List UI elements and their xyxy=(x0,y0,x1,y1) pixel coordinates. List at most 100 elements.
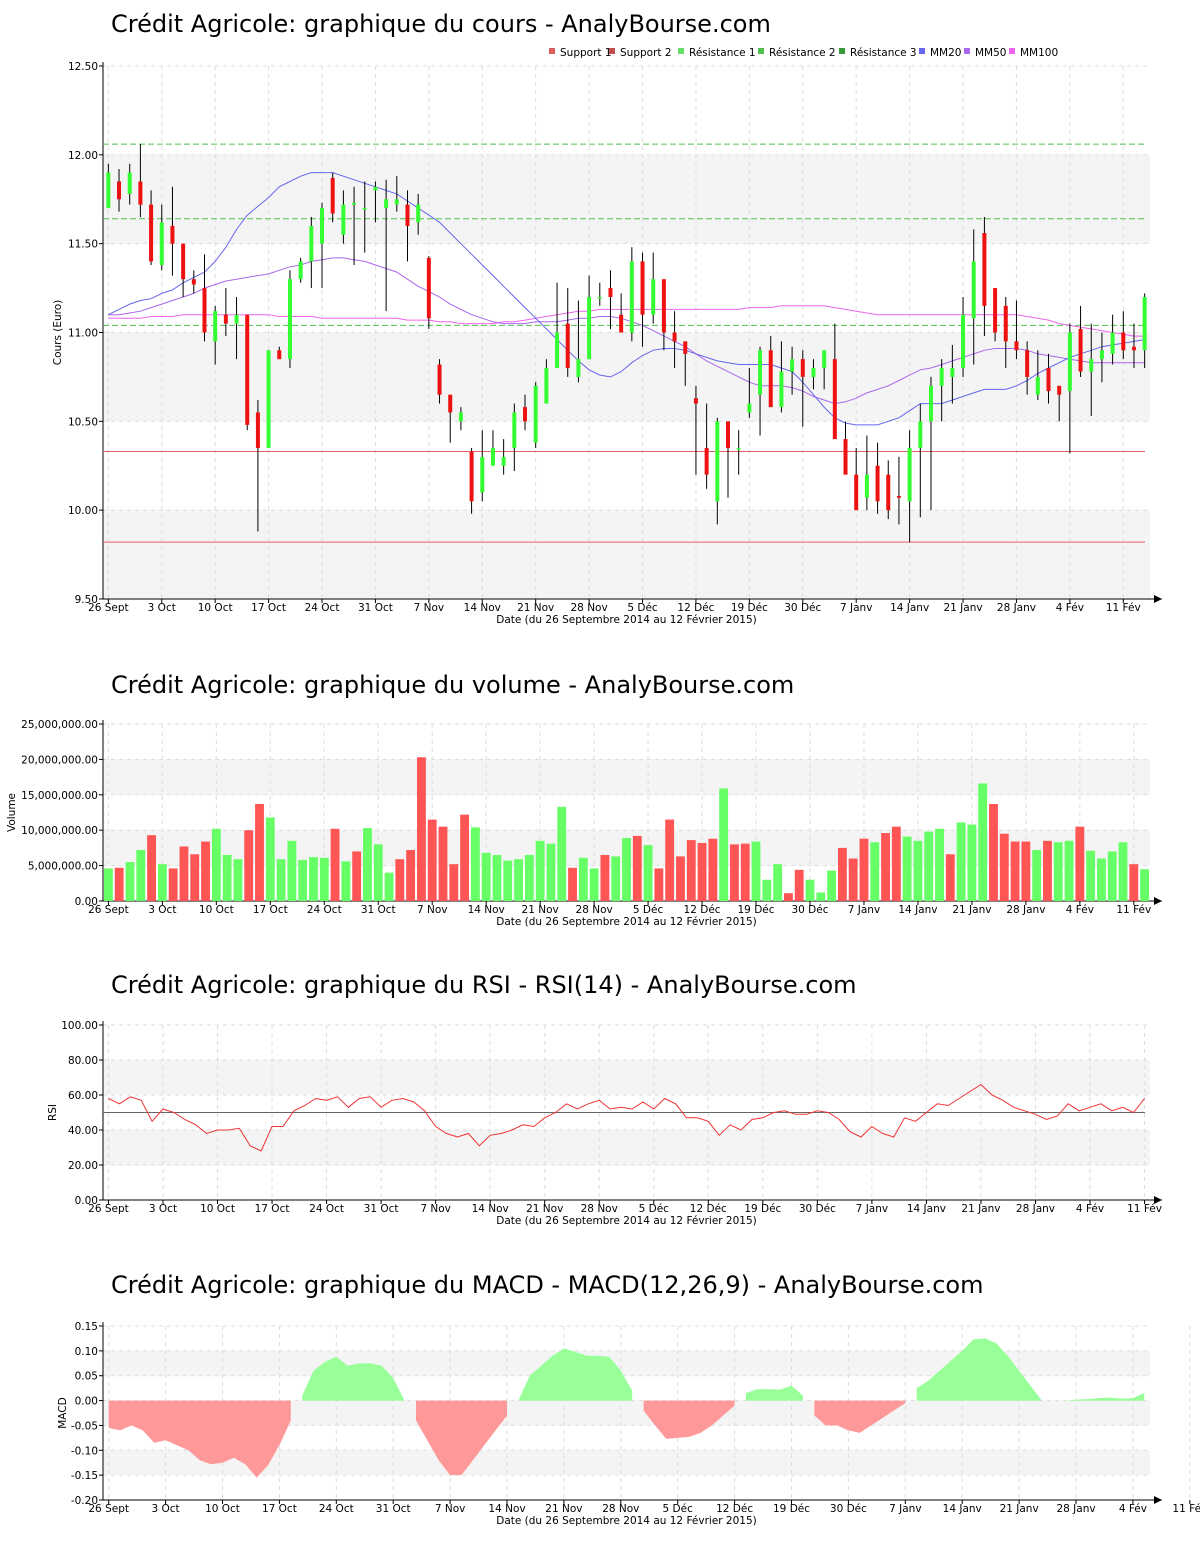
volume-bar xyxy=(276,859,286,901)
x-tick-label: 10 Oct xyxy=(200,1203,235,1215)
band xyxy=(103,154,1150,244)
x-tick-label: 19 Déc xyxy=(744,1203,781,1215)
volume-bar xyxy=(1053,842,1063,901)
candle-body xyxy=(1057,385,1062,395)
candle-body xyxy=(800,359,805,377)
candle-body xyxy=(608,288,613,297)
candle-body xyxy=(191,279,196,285)
volume-bar xyxy=(643,845,653,901)
y-tick-label: 25,000,000.00 xyxy=(21,719,98,731)
y-tick-label: 100.00 xyxy=(61,1020,98,1032)
volume-bar xyxy=(568,867,577,901)
x-tick-label: 31 Oct xyxy=(361,904,396,916)
candle-body xyxy=(127,172,132,194)
volume-bar xyxy=(470,827,480,901)
x-tick-label: 30 Déc xyxy=(784,602,821,614)
x-tick-label: 10 Oct xyxy=(205,1503,240,1515)
macd-negative-area xyxy=(814,1400,906,1433)
mm50-line xyxy=(108,257,1145,405)
x-tick-label: 7 Nov xyxy=(414,602,445,614)
volume-bar xyxy=(363,828,372,901)
volume-bar xyxy=(136,850,146,901)
candle-body xyxy=(234,314,239,324)
x-tick-label: 21 Janv xyxy=(943,602,982,614)
x-tick-label: 21 Nov xyxy=(545,1503,582,1515)
volume-bar xyxy=(1107,851,1117,901)
volume-bar xyxy=(1118,842,1128,901)
legend-swatch xyxy=(1009,48,1015,54)
volume-bar xyxy=(341,861,351,901)
volume-bar xyxy=(1097,858,1106,901)
candle-body xyxy=(223,314,228,324)
x-tick-label: 21 Nov xyxy=(526,1203,563,1215)
candle-body xyxy=(512,412,517,448)
x-tick-label: 5 Déc xyxy=(663,1503,694,1515)
macd-positive-area xyxy=(1064,1393,1145,1401)
macd-positive-area xyxy=(302,1356,405,1401)
x-tick-label: 31 Oct xyxy=(358,602,393,614)
volume-chart-title: Crédit Agricole: graphique du volume - A… xyxy=(111,671,795,699)
volume-bar xyxy=(179,846,189,901)
candle-body xyxy=(533,385,538,443)
y-tick-label: -0.20 xyxy=(71,1495,98,1507)
candle-body xyxy=(725,421,730,448)
volume-bar xyxy=(881,833,890,901)
legend-swatch xyxy=(549,48,555,54)
candle-body xyxy=(779,371,784,408)
volume-bar xyxy=(1032,850,1042,901)
volume-bar xyxy=(481,852,491,901)
price-chart-title: Crédit Agricole: graphique du cours - An… xyxy=(111,10,771,38)
candle-body xyxy=(640,261,645,315)
volume-bar xyxy=(794,869,804,901)
x-tick-label: 7 Janv xyxy=(840,602,872,614)
candle-body xyxy=(715,421,720,502)
x-tick-label: 24 Oct xyxy=(305,602,340,614)
volume-chart-panel: Crédit Agricole: graphique du volume - A… xyxy=(0,660,1200,940)
y-tick-label: 0.00 xyxy=(75,896,98,908)
volume-bar xyxy=(492,854,502,901)
volume-bar xyxy=(989,804,998,901)
x-tick-label: 24 Oct xyxy=(309,1203,344,1215)
candle-body xyxy=(394,199,399,205)
x-tick-label: 28 Nov xyxy=(602,1503,639,1515)
mm100-line xyxy=(108,305,1145,337)
candle-body xyxy=(864,474,869,498)
x-tick-label: 26 Sept xyxy=(88,602,129,614)
candle-body xyxy=(426,257,431,319)
x-tick-label: 14 Nov xyxy=(472,1203,509,1215)
legend-label: MM100 xyxy=(1020,47,1058,59)
volume-bar xyxy=(956,822,966,901)
y-tick-label: -0.15 xyxy=(71,1470,98,1482)
volume-bar xyxy=(147,835,156,901)
volume-bar xyxy=(935,828,944,901)
candle-body xyxy=(1131,346,1136,351)
volume-bar xyxy=(1129,864,1139,901)
candle-body xyxy=(480,456,485,493)
volume-bar xyxy=(449,864,459,901)
candle-body xyxy=(523,407,528,422)
candle-body xyxy=(790,359,795,372)
candle-body xyxy=(287,279,292,360)
volume-chart: 25,000,000.00 20,000,000.00 15,000,000.00 1… xyxy=(6,719,1162,928)
x-tick-label: 11 Fév xyxy=(1127,1203,1162,1215)
x-tick-label: 7 Nov xyxy=(420,1203,451,1215)
candle-body xyxy=(971,261,976,319)
x-tick-label: 24 Oct xyxy=(319,1503,354,1515)
volume-bar xyxy=(125,862,135,901)
volume-bar xyxy=(622,837,631,901)
volume-bar xyxy=(686,840,696,901)
band xyxy=(103,332,1150,422)
x-tick-label: 11 Fév xyxy=(1106,602,1141,614)
candle-body xyxy=(875,465,880,502)
candle-body xyxy=(896,495,901,498)
volume-bar xyxy=(535,840,545,901)
candle-body xyxy=(907,447,912,502)
volume-bar xyxy=(611,856,621,901)
macd-positive-area xyxy=(746,1385,803,1401)
candle-body xyxy=(490,447,495,466)
candle-body xyxy=(373,186,378,191)
volume-bar xyxy=(1043,840,1052,901)
candle-body xyxy=(341,204,346,235)
volume-bar xyxy=(924,831,934,901)
